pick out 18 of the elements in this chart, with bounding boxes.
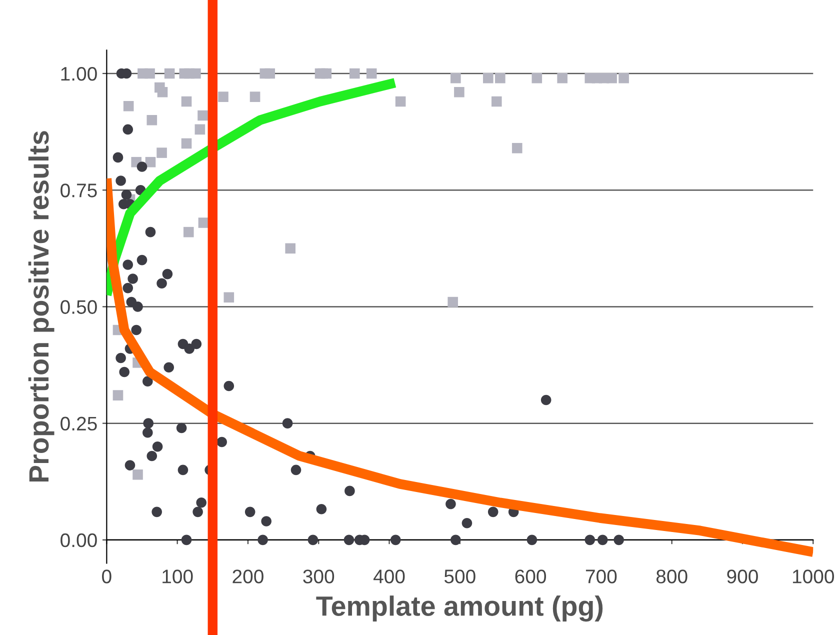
y-tick-label: 0.50 xyxy=(60,300,97,314)
y-tick-label: 0.75 xyxy=(60,184,97,198)
y-tick-label: 0.00 xyxy=(60,533,97,548)
x-tick-label: 300 xyxy=(303,570,334,584)
x-tick-label: 600 xyxy=(515,570,546,584)
x-tick-label: 900 xyxy=(727,570,758,584)
x-tick-label: 0 xyxy=(102,570,112,584)
x-tick-label: 400 xyxy=(373,570,405,584)
x-tick-label: 700 xyxy=(586,570,617,584)
x-tick-label: 800 xyxy=(656,570,688,584)
y-tick-label: 1.00 xyxy=(61,66,97,81)
y-tick-label: 0.25 xyxy=(60,416,97,431)
x-tick-label: 1000 xyxy=(792,570,834,584)
x-tick-label: 200 xyxy=(232,570,264,584)
x-tick-label: 500 xyxy=(444,570,476,584)
x-tick-label: 100 xyxy=(162,570,193,584)
y-axis-title: Proportion positive results xyxy=(28,131,54,482)
x-axis-title: Template amount (pg) xyxy=(316,596,603,622)
